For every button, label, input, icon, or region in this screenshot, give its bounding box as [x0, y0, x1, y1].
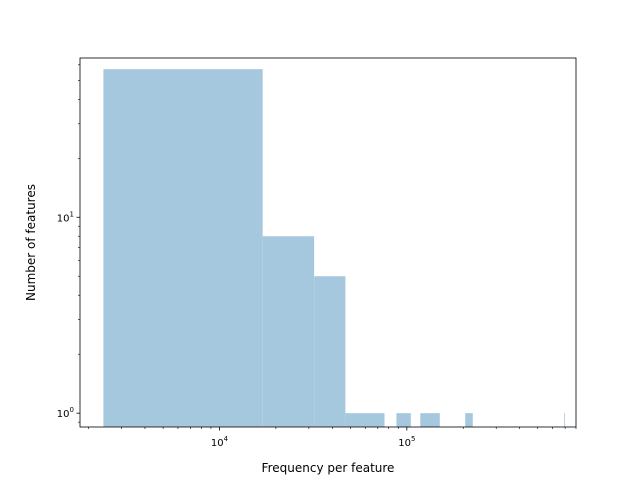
histogram-bar-7 [465, 413, 473, 427]
histogram-bar-4 [345, 413, 385, 427]
x-axis-label: Frequency per feature [262, 461, 395, 475]
plot-frame [79, 57, 577, 428]
histogram-bar-8 [563, 413, 565, 427]
histogram-bar-1 [103, 69, 263, 428]
y-tick-label: 101 [57, 210, 74, 224]
x-tick-label: 105 [398, 435, 415, 449]
y-axis-ticks: 100 101 [57, 64, 80, 423]
x-tick-label: 104 [211, 435, 229, 449]
histogram-bar-3 [314, 276, 346, 427]
y-axis-label: Number of features [24, 184, 38, 301]
x-axis-ticks: 104 105 [88, 427, 577, 449]
y-tick-label: 100 [57, 406, 74, 420]
histogram-bar-5 [396, 413, 411, 427]
histogram-bar-2 [262, 236, 315, 427]
histogram-bar-6 [420, 413, 440, 427]
histogram-bars [103, 69, 565, 428]
